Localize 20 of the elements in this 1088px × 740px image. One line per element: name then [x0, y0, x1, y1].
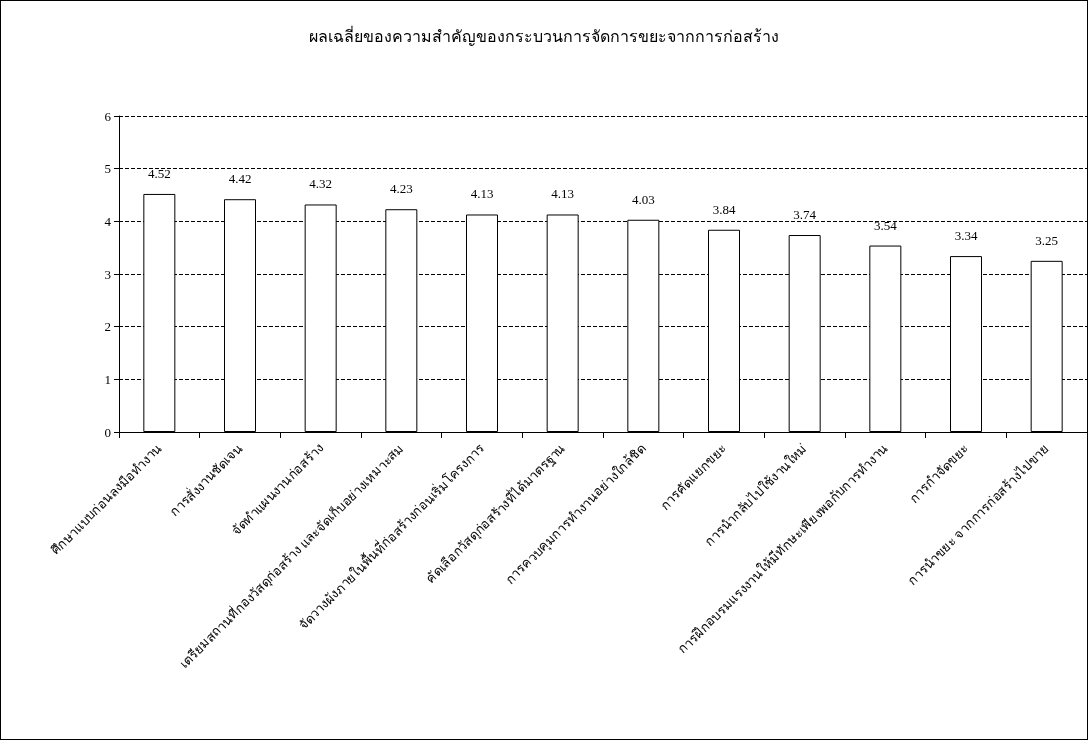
y-tick-label: 4	[104, 213, 112, 229]
data-label: 4.23	[389, 181, 413, 197]
data-label: 3.74	[793, 207, 817, 223]
data-label: 3.54	[873, 217, 898, 233]
y-tick-label: 6	[104, 108, 112, 124]
data-label: 4.13	[470, 186, 494, 202]
data-label: 4.32	[309, 176, 333, 192]
y-tick-label: 5	[104, 161, 111, 177]
y-tick-label: 3	[104, 266, 111, 282]
y-tick-label: 1	[104, 371, 111, 387]
data-label: 3.34	[954, 228, 978, 244]
data-label: 3.25	[1035, 232, 1059, 248]
chart-title: ผลเฉลี่ยของความสำคัญของกระบวนการจัดการขยะจากการก่อสร้าง	[309, 24, 779, 46]
data-label: 4.42	[228, 171, 252, 187]
data-label: 4.52	[147, 165, 171, 181]
data-label: 3.84	[712, 201, 736, 217]
y-tick-label: 0	[104, 424, 111, 440]
y-tick-label: 2	[104, 319, 111, 335]
data-label: 4.03	[631, 191, 655, 207]
data-label: 4.13	[551, 186, 575, 202]
